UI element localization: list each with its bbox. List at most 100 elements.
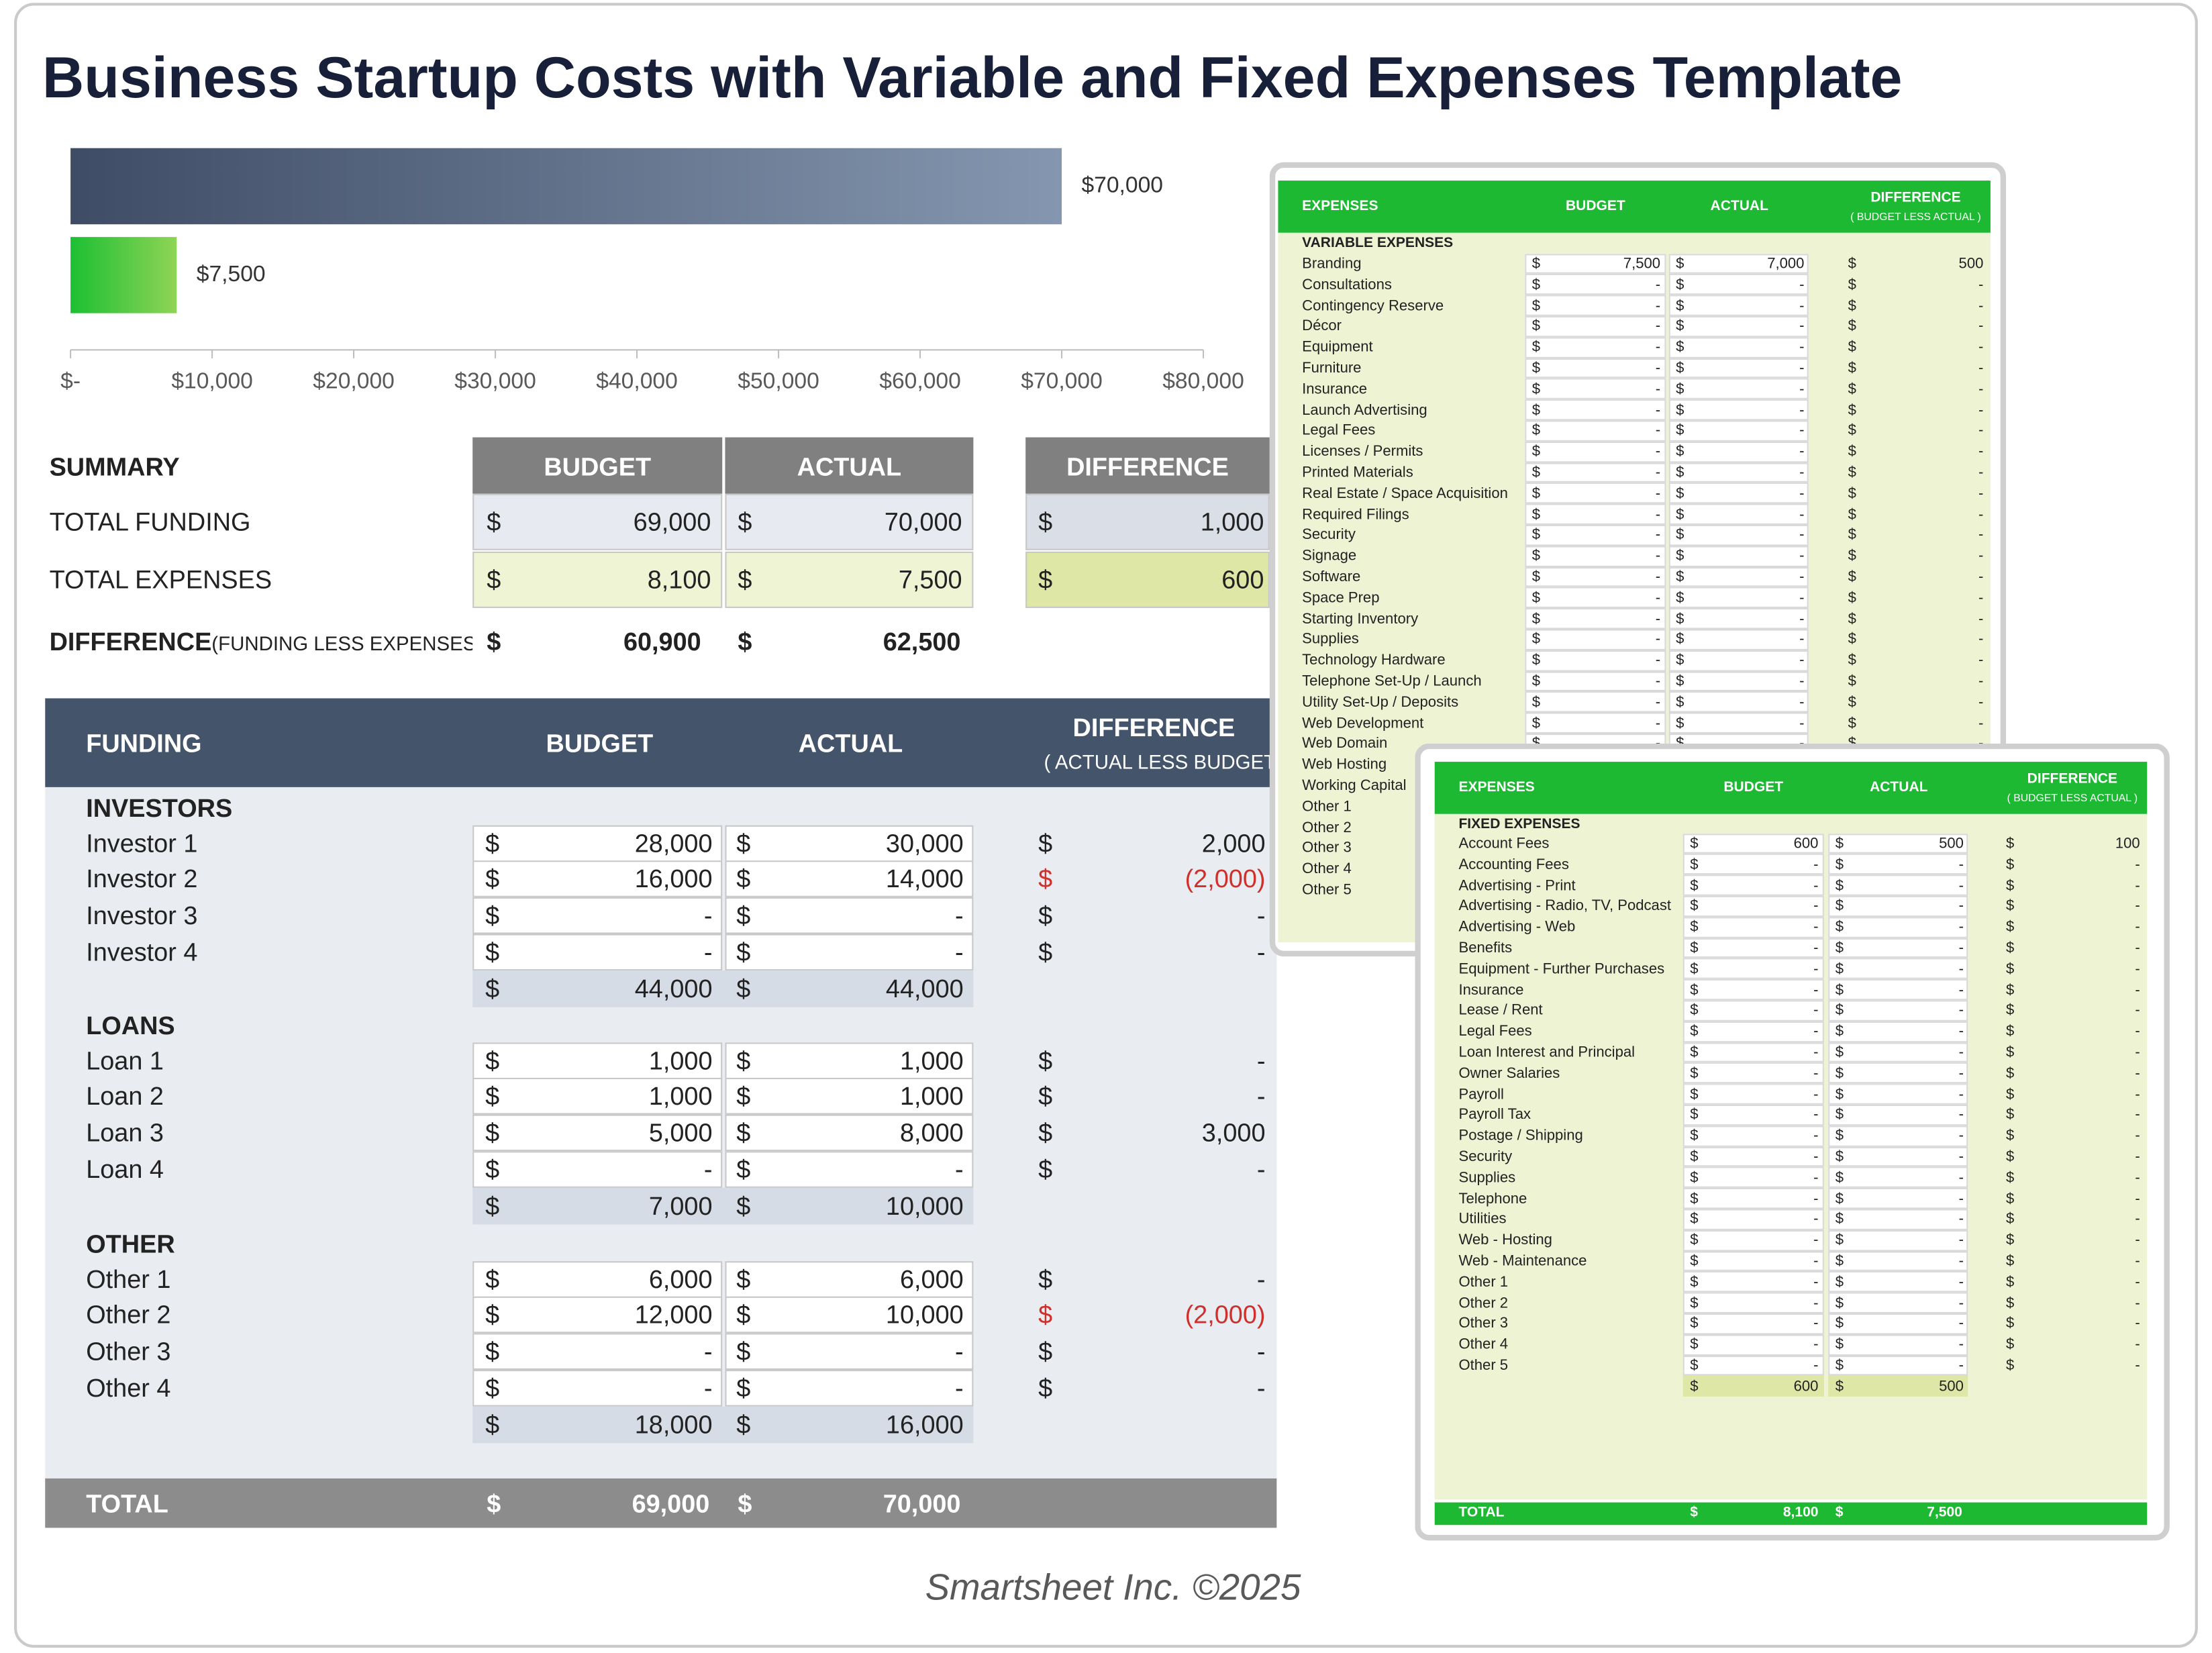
expense-actual: - xyxy=(1958,1211,1964,1228)
x-tick-label: $- xyxy=(60,369,81,394)
currency: $ xyxy=(1676,547,1685,565)
currency: $ xyxy=(1038,938,1053,966)
expense-difference: - xyxy=(1978,693,1984,711)
x-tick-label: $70,000 xyxy=(1021,369,1103,394)
expense-cell xyxy=(1828,916,1968,938)
funding-cell xyxy=(472,824,723,862)
expense-budget: - xyxy=(1655,714,1661,732)
expense-cell xyxy=(1525,503,1666,525)
currency: $ xyxy=(1531,547,1541,565)
funding-actual: 6,000 xyxy=(899,1264,964,1293)
currency: $ xyxy=(1835,897,1844,915)
expense-difference: - xyxy=(1978,589,1984,607)
currency: $ xyxy=(738,507,752,536)
subtotal-budget: 7,000 xyxy=(648,1192,713,1221)
currency: $ xyxy=(1531,422,1541,440)
funding-header-band xyxy=(45,698,1277,787)
funding-cell xyxy=(472,1078,723,1115)
expense-cell xyxy=(1828,1021,1968,1042)
currency: $ xyxy=(1531,672,1541,690)
currency: $ xyxy=(1690,1378,1699,1395)
subtotal-actual: 500 xyxy=(1939,1378,1964,1395)
expense-name: Security xyxy=(1458,1148,1513,1166)
funding-row-label: Investor 4 xyxy=(86,938,198,966)
currency: $ xyxy=(736,828,751,857)
expense-cell xyxy=(1682,916,1824,938)
expense-cell xyxy=(1668,441,1809,462)
difference-label: DIFFERENCE xyxy=(49,628,212,656)
expense-name: Legal Fees xyxy=(1458,1023,1532,1040)
expense-actual: - xyxy=(1799,652,1805,669)
currency: $ xyxy=(1835,1211,1844,1228)
expense-difference: - xyxy=(2135,1273,2140,1291)
expense-budget: - xyxy=(1655,381,1661,398)
expense-actual: - xyxy=(1958,939,1964,957)
total-label: TOTAL xyxy=(86,1489,168,1518)
currency: $ xyxy=(1835,1085,1844,1103)
expense-difference: 100 xyxy=(2115,835,2140,852)
expense-cell xyxy=(1828,1250,1968,1272)
funding-row-label: Investor 1 xyxy=(86,828,198,857)
expense-budget: - xyxy=(1813,1190,1819,1207)
funding-difference: - xyxy=(1256,1046,1266,1074)
expense-budget: - xyxy=(1655,338,1661,356)
currency: $ xyxy=(1835,856,1844,873)
expense-difference: - xyxy=(2135,960,2140,978)
expense-name: Advertising - Radio, TV, Podcast xyxy=(1458,897,1672,915)
expense-actual: - xyxy=(1958,897,1964,915)
currency: $ xyxy=(1690,876,1699,894)
expense-name: Utilities xyxy=(1458,1211,1507,1228)
expense-budget: - xyxy=(1813,1273,1819,1291)
expense-actual: - xyxy=(1799,276,1805,293)
expense-difference: - xyxy=(2135,1002,2140,1019)
expense-name: Web - Maintenance xyxy=(1458,1252,1587,1270)
expense-cell xyxy=(1682,854,1824,875)
subtotal-cell xyxy=(1682,1376,1824,1397)
currency: $ xyxy=(1848,443,1856,460)
funding-cell xyxy=(725,897,974,934)
currency: $ xyxy=(2006,876,2015,894)
sheet-header-label: DIFFERENCE xyxy=(1870,190,1961,206)
expense-name: Web Development xyxy=(1302,714,1424,732)
expense-cell xyxy=(1668,483,1809,504)
funding-cell xyxy=(472,1151,723,1188)
expense-cell xyxy=(1682,1271,1824,1293)
expense-actual: - xyxy=(1799,547,1805,565)
funding-actual: 30,000 xyxy=(885,828,964,857)
total-label: TOTAL xyxy=(1458,1505,1505,1521)
currency: $ xyxy=(1676,589,1685,607)
summary-budget: 69,000 xyxy=(633,507,711,536)
expense-actual: - xyxy=(1799,568,1805,586)
expense-cell xyxy=(1828,1167,1968,1189)
expense-actual: - xyxy=(1799,693,1805,711)
currency: $ xyxy=(1690,918,1699,936)
group-title: OTHER xyxy=(86,1230,175,1258)
funding-cell xyxy=(725,1333,974,1370)
expense-budget: - xyxy=(1813,1315,1819,1333)
currency: $ xyxy=(1848,589,1856,607)
sheet-header xyxy=(1278,181,1991,233)
currency: $ xyxy=(1835,876,1844,894)
expense-budget: - xyxy=(1813,1023,1819,1040)
expense-actual: 500 xyxy=(1939,835,1964,852)
expense-cell xyxy=(1525,524,1666,546)
expense-cell xyxy=(1682,1334,1824,1356)
expense-cell xyxy=(1668,315,1809,337)
currency: $ xyxy=(1690,1273,1699,1291)
expense-difference: - xyxy=(2135,897,2140,915)
currency: $ xyxy=(485,901,500,930)
expense-name: Payroll xyxy=(1458,1085,1504,1103)
expense-cell xyxy=(1828,1000,1968,1021)
currency: $ xyxy=(1531,317,1541,335)
currency: $ xyxy=(487,507,501,536)
currency: $ xyxy=(1690,1232,1699,1249)
expense-cell xyxy=(1668,420,1809,442)
expense-difference: - xyxy=(1978,317,1984,335)
currency: $ xyxy=(736,1337,751,1366)
currency: $ xyxy=(487,1489,501,1518)
currency: $ xyxy=(1835,1190,1844,1207)
expense-budget: - xyxy=(1813,1211,1819,1228)
expense-name: Other 2 xyxy=(1302,819,1352,836)
currency: $ xyxy=(1690,897,1699,915)
